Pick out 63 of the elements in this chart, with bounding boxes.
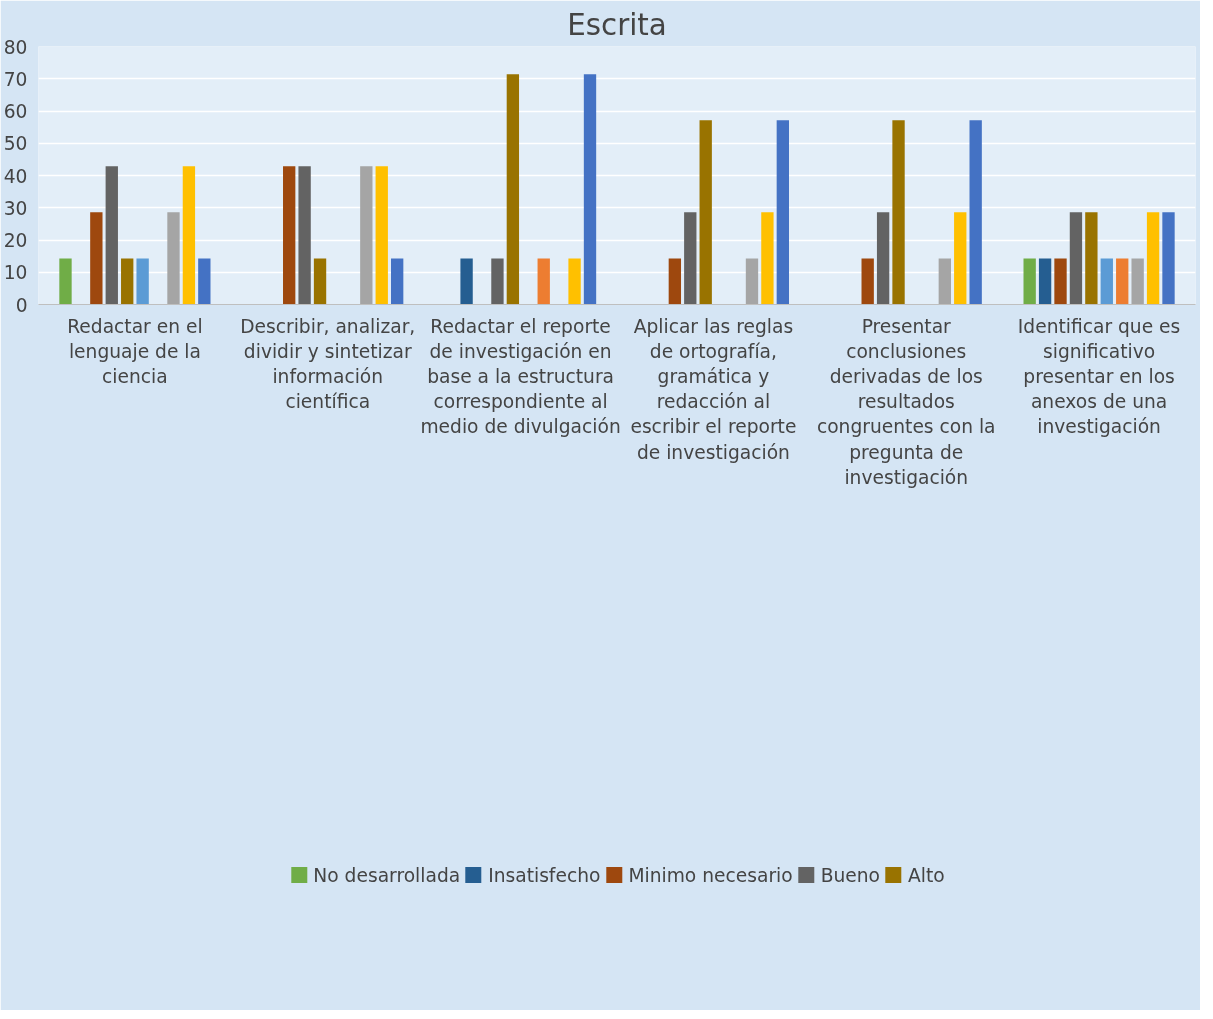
y-tick-label: 20	[3, 230, 28, 251]
bar	[684, 212, 697, 305]
bar	[699, 120, 712, 305]
bar	[761, 212, 774, 305]
bar	[969, 120, 982, 305]
bar	[460, 258, 473, 305]
bar	[182, 166, 196, 305]
y-tick-label: 40	[3, 165, 28, 187]
bar	[668, 258, 682, 305]
bar	[1131, 258, 1144, 305]
x-tick-label: Identificar que es significativo presentar en los anexos de una investigación	[1017, 315, 1181, 438]
bar	[1054, 258, 1067, 305]
bar	[136, 258, 149, 305]
x-tick-label: Aplicar las reglas de ortografía, gramática y redacción al escribir el reporte de investigación	[630, 315, 797, 463]
legend-label: No desarrollada	[313, 864, 461, 886]
bar	[298, 166, 311, 305]
bar	[1116, 258, 1129, 305]
legend-label: Alto	[908, 864, 945, 886]
bar	[1069, 212, 1083, 305]
bar	[167, 212, 180, 305]
bar	[506, 74, 520, 305]
bar	[938, 258, 951, 305]
bar	[1038, 258, 1052, 305]
x-tick-label: Redactar el reporte de investigación en base a la estructura correspondiente al medio de divulgación	[420, 315, 621, 438]
bar	[892, 120, 905, 305]
bar	[954, 212, 967, 305]
bar	[491, 258, 504, 305]
y-tick-label: 70	[3, 68, 28, 90]
y-tick-label: 0	[15, 294, 28, 316]
y-tick-label: 80	[3, 36, 28, 58]
bar	[198, 258, 211, 305]
bar	[1162, 212, 1175, 305]
legend-label: Insatisfecho	[488, 864, 601, 886]
bar	[861, 258, 874, 305]
bar	[568, 258, 581, 305]
bar	[59, 258, 72, 305]
bar	[1085, 212, 1098, 305]
y-tick-label: 50	[3, 133, 28, 155]
bar	[876, 212, 890, 305]
bar	[313, 258, 327, 305]
x-tick-label: Presentar conclusiones derivadas de los resultados congruentes con la pregunta de investigación	[816, 315, 996, 488]
y-tick-label: 10	[3, 262, 28, 284]
bar	[391, 258, 404, 305]
y-tick-label: 30	[3, 197, 28, 219]
y-tick-label: 60	[3, 101, 28, 122]
bar	[1023, 258, 1036, 305]
bar	[745, 258, 759, 305]
chart-title: Escrita	[567, 7, 667, 42]
bar	[537, 258, 550, 305]
bar	[1146, 212, 1160, 305]
legend-label: Bueno	[820, 864, 881, 886]
bar	[90, 212, 103, 305]
x-tick-label: Redactar en el lenguaje de la ciencia	[67, 315, 203, 387]
legend-label: Minimo necesario	[628, 864, 793, 886]
bar	[283, 166, 296, 305]
bar	[375, 166, 388, 305]
bar	[105, 166, 118, 305]
bar	[776, 120, 790, 305]
x-tick-label: Describir, analizar, dividir y sintetizar información científica	[240, 315, 416, 413]
bar	[583, 74, 597, 305]
bar	[121, 258, 134, 305]
bar	[360, 166, 373, 305]
bar	[1100, 258, 1113, 305]
